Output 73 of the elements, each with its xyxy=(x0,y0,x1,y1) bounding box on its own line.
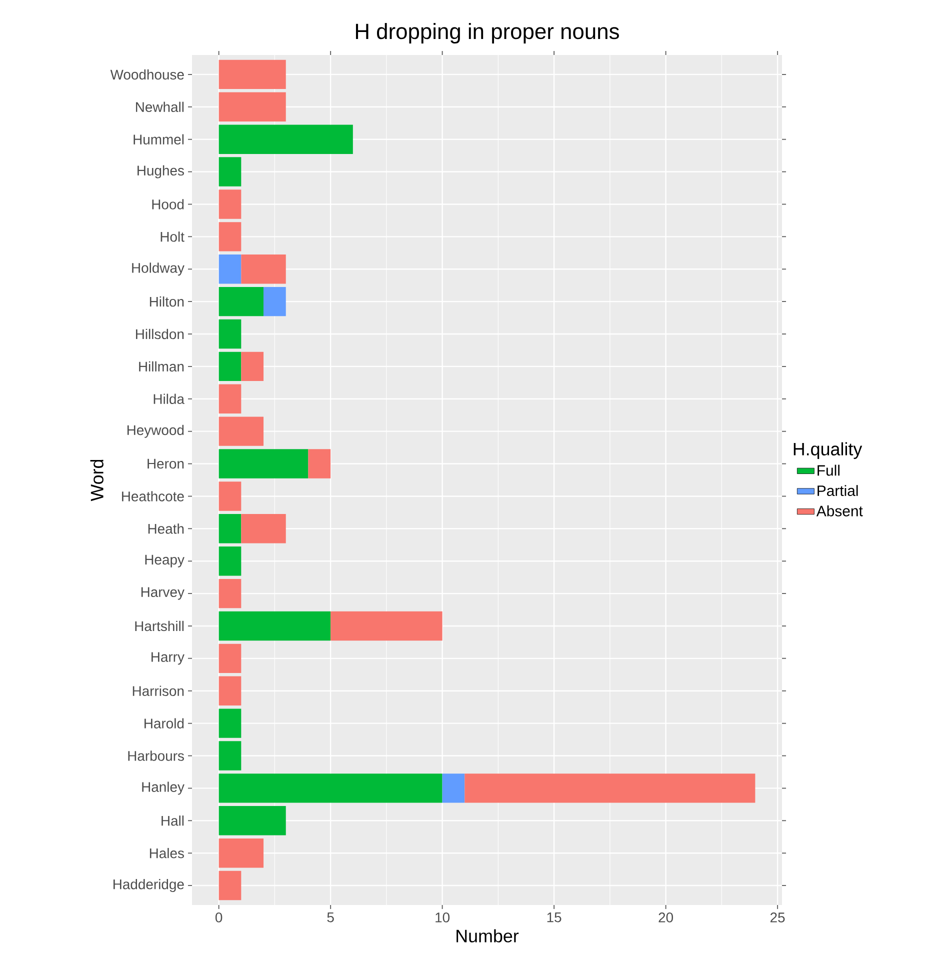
bar xyxy=(218,611,331,641)
bar xyxy=(218,254,242,284)
y-tick-label: Harvey xyxy=(141,587,184,600)
bar xyxy=(218,286,264,316)
y-tick-label: Hartshill xyxy=(135,620,184,632)
bar xyxy=(218,190,242,219)
x-tick-label: 20 xyxy=(658,912,674,922)
x-tick-label: 5 xyxy=(327,912,334,922)
y-tick-label: Hall xyxy=(162,816,184,826)
y-tick-label: Harold xyxy=(144,718,184,728)
bar xyxy=(218,870,242,900)
bar xyxy=(264,286,286,316)
x-tick-label: 25 xyxy=(770,912,785,922)
y-tick-label: Hummel xyxy=(134,134,184,144)
bar xyxy=(218,578,242,608)
legend-label: Absent xyxy=(816,505,863,516)
bar xyxy=(218,514,242,544)
bar xyxy=(218,319,242,349)
bar xyxy=(218,741,242,770)
x-tick-label: 15 xyxy=(547,912,562,922)
y-tick-label: Hood xyxy=(152,199,184,210)
y-tick-label: Hilton xyxy=(150,296,184,307)
y-tick-label: Harrison xyxy=(132,686,184,696)
bar xyxy=(218,222,242,252)
bar xyxy=(218,157,242,186)
y-tick-label: Hillman xyxy=(139,361,184,372)
bar xyxy=(442,774,465,803)
bar xyxy=(241,352,264,382)
y-tick-label: Newhall xyxy=(136,102,184,112)
y-tick-label: Harry xyxy=(152,652,184,665)
bar xyxy=(218,546,242,576)
legend-title: H.quality xyxy=(794,442,862,459)
y-tick-label: Hanley xyxy=(142,782,184,795)
bar xyxy=(218,644,242,674)
bar xyxy=(218,708,242,738)
bar xyxy=(218,352,242,382)
bar xyxy=(308,449,331,478)
y-tick-label: Holdway xyxy=(132,262,184,276)
bar xyxy=(218,806,286,836)
y-tick-label: Heathcote xyxy=(122,491,184,502)
y-tick-label: Holt xyxy=(160,232,184,242)
y-tick-label: Hughes xyxy=(138,165,184,178)
x-tick-label: 0 xyxy=(215,912,222,922)
bar xyxy=(218,482,242,511)
y-tick-label: Heron xyxy=(148,458,184,469)
y-tick-label: Heath xyxy=(148,524,184,534)
y-tick-label: Hillsdon xyxy=(136,328,184,340)
y-tick-label: Hales xyxy=(150,848,184,858)
bar xyxy=(218,92,286,122)
bar xyxy=(241,254,286,284)
bar xyxy=(464,774,756,803)
bar xyxy=(241,514,286,544)
bar xyxy=(218,676,242,706)
y-axis-title: Word xyxy=(90,460,104,502)
bar xyxy=(218,838,264,868)
y-tick-label: Harbours xyxy=(128,750,184,761)
y-tick-label: Hilda xyxy=(154,394,184,404)
legend-label: Partial xyxy=(818,485,858,496)
y-tick-label: Heywood xyxy=(127,424,184,438)
chart-title: H dropping in proper nouns xyxy=(356,23,619,44)
bar xyxy=(218,124,353,154)
y-tick-label: Woodhouse xyxy=(110,69,184,80)
bar xyxy=(218,449,308,478)
legend-label: Full xyxy=(818,464,840,476)
bar xyxy=(218,60,286,90)
bar xyxy=(330,611,442,641)
x-axis-title: Number xyxy=(456,929,519,942)
bar xyxy=(218,416,264,446)
y-tick-label: Hadderidge xyxy=(114,879,184,892)
bar xyxy=(218,384,242,414)
y-tick-label: Heapy xyxy=(145,554,184,568)
bar xyxy=(218,774,442,803)
x-tick-label: 10 xyxy=(436,912,450,922)
